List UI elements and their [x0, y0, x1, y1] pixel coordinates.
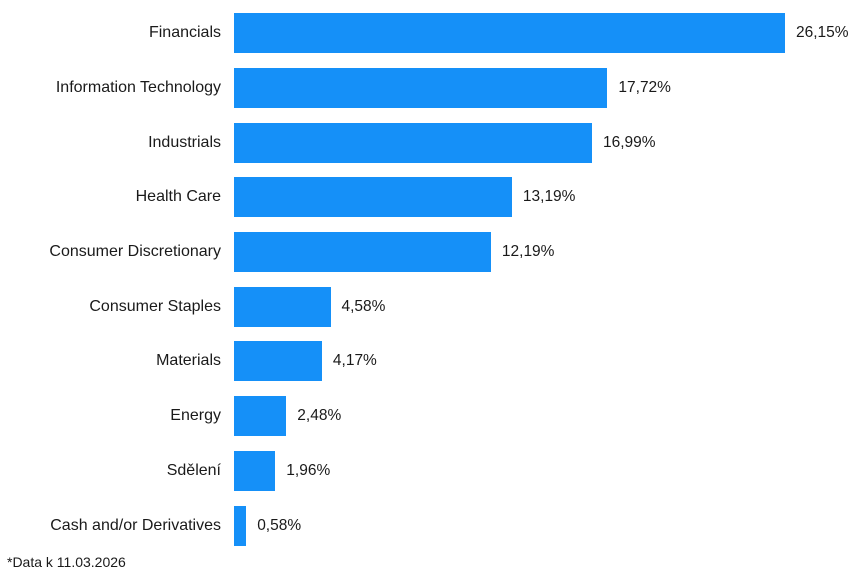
bar-row: Industrials 16,99% [0, 115, 858, 170]
bar-row: Energy 2,48% [0, 389, 858, 444]
value-label: 16,99% [603, 133, 656, 151]
bar [234, 177, 512, 218]
value-label: 17,72% [618, 79, 671, 97]
bar-track: 12,19% [234, 232, 858, 273]
bar-track: 2,48% [234, 396, 858, 437]
sector-bar-chart: Financials 26,15% Information Technology 17… [0, 6, 858, 570]
value-label: 12,19% [501, 243, 555, 261]
value-label: 0,58% [257, 516, 302, 534]
bar-track: 13,19% [234, 177, 858, 218]
bar [234, 13, 785, 54]
bar [234, 450, 276, 491]
category-label: Consumer Staples [89, 297, 221, 315]
bar-track: 0,58% [234, 505, 858, 546]
bar-track: 4,58% [234, 286, 858, 327]
bar [234, 232, 491, 273]
bar-track: 16,99% [234, 122, 858, 163]
bar [234, 341, 322, 382]
category-label: Financials [148, 24, 221, 42]
value-label: 2,48% [297, 407, 342, 425]
bar-row: Sdělení 1,96% [0, 444, 858, 499]
value-label: 13,19% [522, 188, 576, 206]
bar [234, 505, 247, 546]
value-label: 1,96% [286, 461, 331, 479]
bar-row: Information Technology 17,72% [0, 61, 858, 116]
category-label: Cash and/or Derivatives [50, 516, 221, 534]
bar [234, 68, 608, 109]
bar-track: 26,15% [234, 13, 858, 54]
bar-row: Consumer Discretionary 12,19% [0, 225, 858, 280]
category-label: Industrials [148, 133, 221, 151]
category-label: Information Technology [55, 79, 221, 97]
bar-track: 17,72% [234, 68, 858, 109]
category-label: Materials [156, 352, 221, 370]
bar [234, 396, 287, 437]
bar-track: 4,17% [234, 341, 858, 382]
bar-row: Cash and/or Derivatives 0,58% [0, 498, 858, 553]
bar-row: Consumer Staples 4,58% [0, 279, 858, 334]
bar [234, 286, 331, 327]
bar-row: Health Care 13,19% [0, 170, 858, 225]
category-label: Health Care [135, 188, 221, 206]
chart-rows: Financials 26,15% Information Technology 17… [0, 6, 858, 553]
value-label: 4,58% [341, 297, 386, 315]
bar [234, 122, 592, 163]
bar-row: Financials 26,15% [0, 6, 858, 61]
category-label: Sdělení [166, 461, 221, 479]
value-label: 4,17% [332, 352, 377, 370]
bar-track: 1,96% [234, 450, 858, 491]
category-label: Consumer Discretionary [49, 243, 221, 261]
category-label: Energy [170, 407, 221, 425]
data-as-of-note: *Data k 11.03.2026 [7, 553, 126, 570]
value-label: 26,15% [796, 24, 849, 42]
bar-row: Materials 4,17% [0, 334, 858, 389]
